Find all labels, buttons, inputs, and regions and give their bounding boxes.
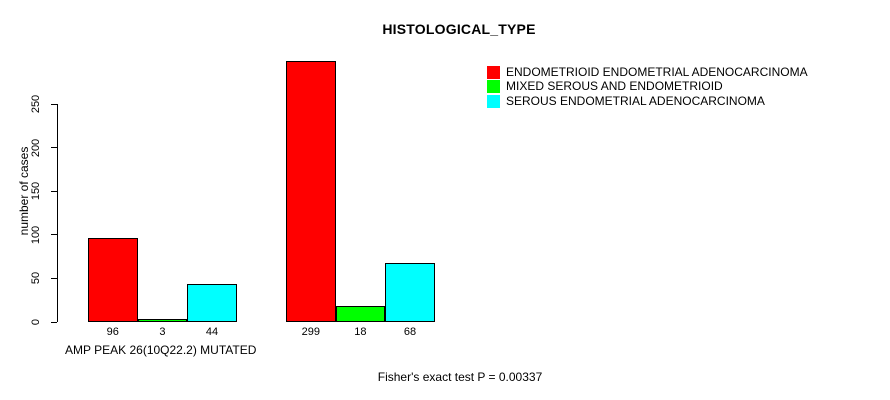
y-axis-label: number of cases [17, 146, 31, 236]
legend-item: SEROUS ENDOMETRIAL ADENOCARCINOMA [487, 93, 808, 108]
x-axis-label: AMP PEAK 26(10Q22.2) MUTATED [65, 343, 257, 357]
legend-item-label: MIXED SEROUS AND ENDOMETRIOID [506, 79, 723, 94]
y-axis-tick [51, 277, 57, 279]
bar [187, 283, 237, 322]
y-axis-line [57, 104, 58, 322]
y-axis-tick [51, 103, 57, 105]
p-value-label: Fisher's exact test P = 0.00337 [377, 370, 543, 384]
y-axis-tick-label: 150 [30, 182, 42, 201]
bar [335, 306, 386, 322]
y-axis-tick-label: 0 [30, 318, 42, 326]
y-axis-tick-label: 50 [30, 272, 42, 285]
y-axis-tick-label: 100 [30, 225, 42, 244]
legend-color-swatch [487, 66, 500, 80]
y-axis-tick [51, 190, 57, 192]
legend-item: MIXED SEROUS AND ENDOMETRIOID [487, 79, 808, 94]
legend-color-swatch [487, 94, 500, 108]
legend-item: ENDOMETRIOID ENDOMETRIAL ADENOCARCINOMA [487, 65, 808, 80]
y-axis-tick-label: 200 [30, 138, 42, 157]
y-axis-tick [51, 321, 57, 323]
bar [286, 61, 336, 322]
bar-value-label: 18 [354, 326, 367, 338]
y-axis-tick [51, 147, 57, 149]
bar [385, 262, 435, 322]
bar-value-label: 44 [205, 326, 219, 338]
bar [88, 238, 138, 322]
chart-title: HISTOLOGICAL_TYPE [382, 21, 536, 37]
bar-value-label: 299 [301, 326, 320, 338]
bar-value-label: 3 [159, 326, 166, 338]
y-axis-tick [51, 234, 57, 236]
legend-item-label: SEROUS ENDOMETRIAL ADENOCARCINOMA [506, 93, 765, 108]
bar-value-label: 68 [403, 326, 417, 338]
legend-color-swatch [487, 80, 500, 94]
bar-value-label: 96 [106, 326, 119, 338]
legend: ENDOMETRIOID ENDOMETRIAL ADENOCARCINOMA M… [487, 66, 808, 108]
bar [137, 319, 188, 322]
y-axis-tick-label: 250 [30, 94, 42, 114]
legend-item-label: ENDOMETRIOID ENDOMETRIAL ADENOCARCINOMA [506, 65, 808, 80]
